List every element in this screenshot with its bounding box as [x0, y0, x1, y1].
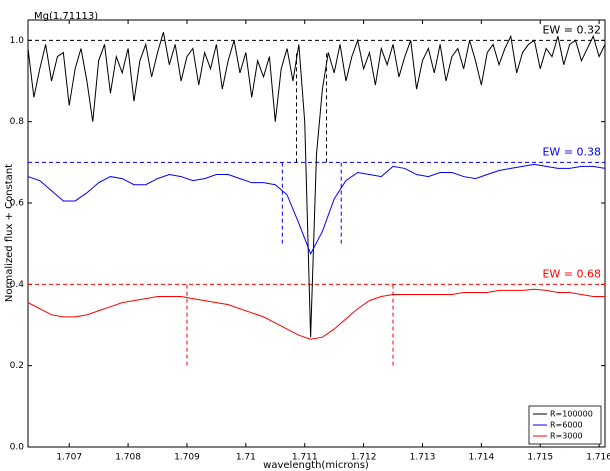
x-tick-label: 1.716: [586, 453, 610, 463]
x-tick-label: 1.714: [468, 453, 494, 463]
x-tick-label: 1.71: [236, 453, 256, 463]
x-tick-label: 1.712: [351, 453, 377, 463]
ew-label: EW = 0.38: [542, 145, 601, 158]
x-tick-label: 1.713: [410, 453, 436, 463]
spectrum-line: [27, 163, 606, 256]
y-tick-label: 0.8: [10, 117, 25, 127]
plot-frame: [27, 19, 606, 448]
spectrum-line: [27, 32, 606, 338]
y-tick-label: 0.4: [10, 280, 25, 290]
x-tick-label: 1.709: [174, 453, 200, 463]
x-tick-label: 1.707: [56, 453, 82, 463]
y-tick-label: 0.6: [10, 199, 25, 209]
annotation: Mg(1.71113): [34, 11, 98, 22]
legend-label: R=3000: [550, 432, 583, 441]
legend-label: R=100000: [550, 410, 593, 419]
y-tick-label: 0.2: [10, 361, 24, 371]
x-tick-label: 1.711: [292, 453, 318, 463]
ew-label: EW = 0.32: [542, 23, 601, 36]
y-axis-label: Normalized flux + Constant: [4, 164, 15, 302]
y-tick-label: 0.0: [10, 443, 25, 453]
legend-label: R=6000: [550, 421, 583, 430]
y-tick-label: 1.0: [10, 36, 25, 46]
x-axis-label: wavelength(microns): [263, 460, 369, 471]
ew-label: EW = 0.68: [542, 267, 601, 280]
spectrum-line: [27, 288, 605, 340]
x-tick-label: 1.708: [115, 453, 141, 463]
x-tick-label: 1.715: [527, 453, 553, 463]
